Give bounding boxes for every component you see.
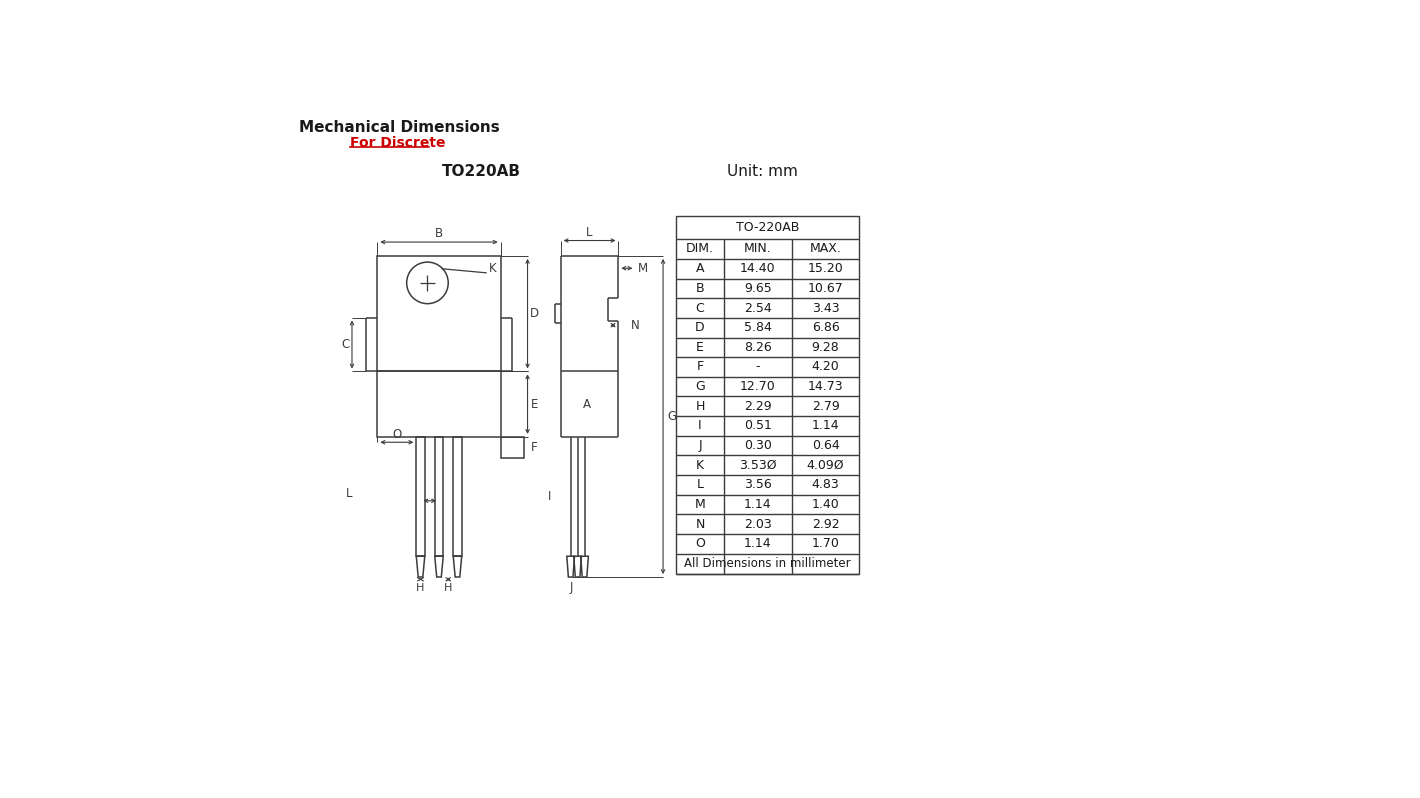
Text: O: O — [696, 537, 704, 550]
Text: 0.51: 0.51 — [744, 420, 771, 433]
Text: 3.56: 3.56 — [744, 478, 771, 492]
Text: 10.67: 10.67 — [808, 282, 843, 295]
Text: Unit: mm: Unit: mm — [727, 164, 798, 179]
Text: 1.14: 1.14 — [744, 537, 771, 550]
Text: 0.30: 0.30 — [744, 439, 771, 452]
Text: 1.14: 1.14 — [812, 420, 839, 433]
Text: 8.26: 8.26 — [744, 341, 771, 354]
Text: H: H — [696, 400, 704, 413]
Text: TO220AB: TO220AB — [442, 164, 521, 179]
Text: C: C — [341, 338, 349, 351]
Text: J: J — [699, 439, 701, 452]
Text: 6.86: 6.86 — [812, 322, 839, 334]
Text: A: A — [582, 397, 591, 411]
Text: 3.53Ø: 3.53Ø — [738, 459, 777, 472]
Text: M: M — [694, 498, 706, 511]
Text: 9.65: 9.65 — [744, 282, 771, 295]
Text: D: D — [530, 307, 540, 320]
Text: M: M — [638, 262, 648, 275]
Text: 15.20: 15.20 — [808, 263, 843, 275]
Bar — [416, 437, 425, 556]
Text: 4.09Ø: 4.09Ø — [807, 459, 845, 472]
Text: 4.83: 4.83 — [812, 478, 839, 492]
Text: 2.54: 2.54 — [744, 302, 771, 314]
Text: 5.84: 5.84 — [744, 322, 771, 334]
Text: 12.70: 12.70 — [740, 380, 775, 393]
Text: L: L — [345, 488, 352, 500]
Text: J: J — [569, 580, 574, 594]
Text: A: A — [696, 263, 704, 275]
Text: G: G — [667, 410, 677, 423]
Bar — [378, 371, 501, 437]
Text: MIN.: MIN. — [744, 243, 771, 255]
Text: 1.70: 1.70 — [812, 537, 839, 550]
Text: N: N — [696, 518, 704, 531]
Text: All Dimensions in millimeter: All Dimensions in millimeter — [684, 557, 851, 570]
Text: K: K — [696, 459, 704, 472]
Bar — [501, 437, 524, 458]
Text: K: K — [488, 262, 497, 275]
Text: 0.64: 0.64 — [812, 439, 839, 452]
Text: 3.43: 3.43 — [812, 302, 839, 314]
Text: H: H — [416, 583, 425, 593]
Text: I: I — [548, 490, 551, 503]
Text: I: I — [699, 420, 701, 433]
Text: DIM.: DIM. — [686, 243, 714, 255]
Text: F: F — [531, 441, 538, 454]
Text: N: N — [630, 318, 640, 332]
Text: 1.14: 1.14 — [744, 498, 771, 511]
Text: MAX.: MAX. — [809, 243, 842, 255]
Text: 1.40: 1.40 — [812, 498, 839, 511]
Text: B: B — [435, 227, 443, 240]
Text: 9.28: 9.28 — [812, 341, 839, 354]
Text: L: L — [697, 478, 703, 492]
Text: 14.73: 14.73 — [808, 380, 843, 393]
Text: E: E — [696, 341, 704, 354]
Text: C: C — [696, 302, 704, 314]
Text: F: F — [696, 361, 703, 373]
Text: For Discrete: For Discrete — [351, 136, 446, 150]
Bar — [378, 256, 501, 371]
Bar — [676, 216, 859, 574]
Text: E: E — [531, 397, 538, 411]
Text: 14.40: 14.40 — [740, 263, 775, 275]
Text: D: D — [696, 322, 704, 334]
Text: 2.29: 2.29 — [744, 400, 771, 413]
Text: 4.20: 4.20 — [812, 361, 839, 373]
Bar — [435, 437, 443, 556]
Text: 2.79: 2.79 — [812, 400, 839, 413]
Text: TO-220AB: TO-220AB — [736, 221, 799, 234]
Text: L: L — [586, 227, 592, 239]
Text: -: - — [755, 361, 760, 373]
Text: H: H — [444, 583, 453, 593]
Text: O: O — [392, 428, 402, 441]
Text: 2.92: 2.92 — [812, 518, 839, 531]
Text: 2.03: 2.03 — [744, 518, 771, 531]
Bar — [453, 437, 462, 556]
Text: G: G — [696, 380, 704, 393]
Text: B: B — [696, 282, 704, 295]
Text: Mechanical Dimensions: Mechanical Dimensions — [298, 120, 500, 135]
